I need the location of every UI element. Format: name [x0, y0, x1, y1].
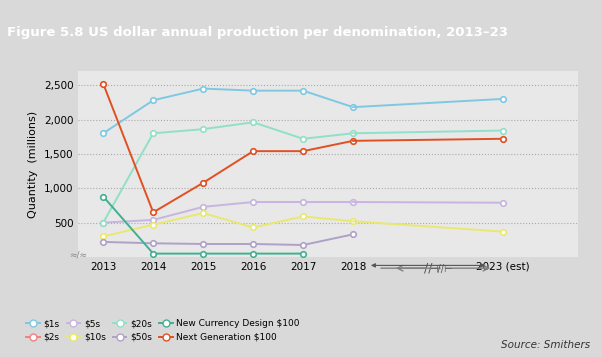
Text: ≈/≈: ≈/≈: [69, 251, 87, 260]
Text: //: //: [424, 262, 432, 275]
Text: Source: Smithers: Source: Smithers: [501, 340, 590, 350]
Legend: $1s, $2s, $5s, $10s, $20s, $50s, New Currency Design $100, Next Generation $100: $1s, $2s, $5s, $10s, $20s, $50s, New Cur…: [22, 316, 303, 345]
Text: ⊣//⊢: ⊣//⊢: [429, 264, 452, 274]
Y-axis label: Quantity  (millions): Quantity (millions): [28, 111, 38, 218]
Text: Figure 5.8 US dollar annual production per denomination, 2013–23: Figure 5.8 US dollar annual production p…: [7, 26, 508, 39]
